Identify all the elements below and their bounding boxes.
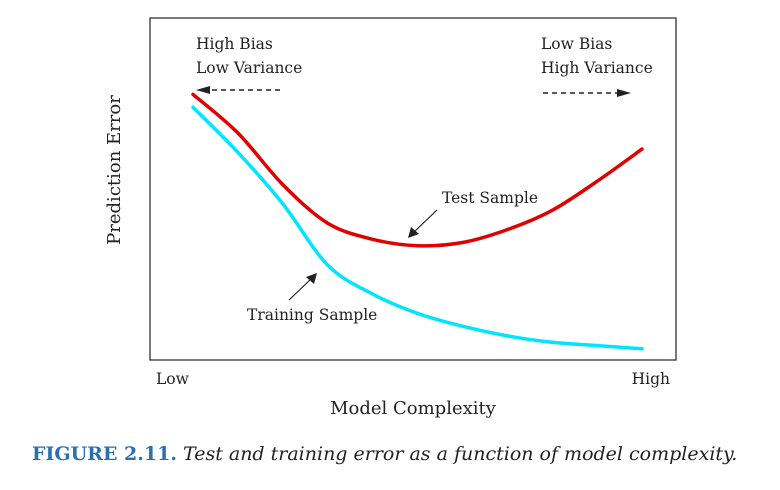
series-line-training-sample xyxy=(191,105,644,351)
figure-caption: FIGURE 2.11. Test and training error as … xyxy=(32,443,737,465)
plot-frame xyxy=(149,17,677,361)
chart: High Bias Low Variance Low Bias High Var… xyxy=(104,17,677,419)
training-sample-pointer-arrow xyxy=(288,273,317,301)
right-dashed-arrow xyxy=(543,89,631,97)
annotation-low-variance: Low Variance xyxy=(196,59,302,77)
figure-label: FIGURE 2.11. xyxy=(32,443,177,465)
annotation-high-bias: High Bias xyxy=(196,35,273,53)
caption-text: Test and training error as a function of… xyxy=(183,443,738,465)
label-training-sample: Training Sample xyxy=(247,306,377,324)
annotation-low-bias: Low Bias xyxy=(541,35,612,53)
left-dashed-arrow xyxy=(196,86,280,94)
x-tick-low: Low xyxy=(156,370,190,388)
x-tick-high: High xyxy=(632,370,670,388)
label-test-sample: Test Sample xyxy=(442,189,538,207)
x-axis-label: Model Complexity xyxy=(330,398,497,419)
series-line-test-sample xyxy=(191,92,644,248)
test-sample-pointer-arrow xyxy=(408,209,438,238)
y-axis-label: Prediction Error xyxy=(104,95,125,245)
annotation-high-variance: High Variance xyxy=(541,59,653,77)
